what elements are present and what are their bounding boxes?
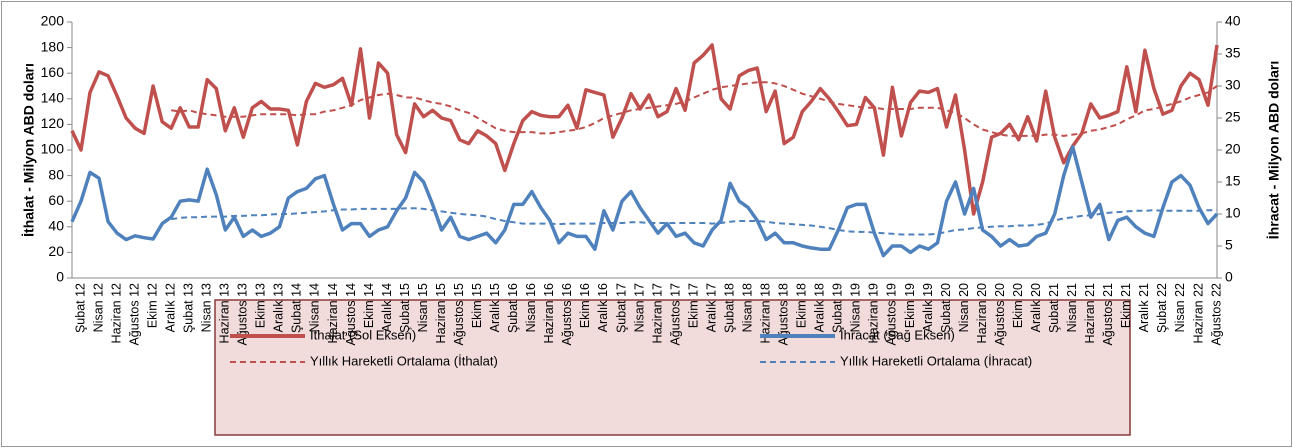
x-tick-label: Ekim 13 [254, 283, 268, 328]
x-tick-label: Nisan 13 [200, 283, 214, 332]
y-tick-label: 140 [41, 90, 65, 106]
x-tick-label: Haziran 15 [434, 283, 448, 343]
x-tick-label: Şubat 12 [73, 283, 87, 333]
x-tick-label: Aralık 16 [596, 283, 610, 332]
moving-average-line [171, 81, 1218, 137]
x-tick-label: Haziran 14 [326, 283, 340, 343]
y-axis-label: İthalat - Milyon ABD doları [21, 63, 37, 237]
y2-tick-label: 20 [1225, 141, 1241, 157]
x-tick-label: Nisan 22 [1173, 283, 1187, 332]
x-tick-label: Şubat 17 [614, 283, 628, 333]
x-tick-label: Ağustos 19 [885, 283, 899, 346]
y-tick-label: 100 [41, 141, 65, 157]
x-tick-label: Nisan 18 [740, 283, 754, 332]
x-tick-label: Ağustos 15 [452, 283, 466, 346]
x-tick-label: Aralık 20 [1029, 283, 1043, 332]
x-tick-label: Aralık 21 [1137, 283, 1151, 332]
x-tick-label: Nisan 15 [416, 283, 430, 332]
y2-tick-label: 25 [1225, 109, 1241, 125]
x-tick-label: Şubat 18 [722, 283, 736, 333]
x-tick-label: Aralık 17 [704, 283, 718, 332]
x-tick-label: Şubat 19 [831, 283, 845, 333]
x-tick-label: Nisan 16 [524, 283, 538, 332]
x-tick-label: Ağustos 13 [236, 283, 250, 346]
x-tick-label: Şubat 16 [506, 283, 520, 333]
y2-tick-label: 0 [1225, 269, 1233, 285]
y2-tick-label: 5 [1225, 237, 1233, 253]
legend-label: Yıllık Hareketli Ortalama (İthalat) [310, 353, 498, 368]
x-tick-label: Ağustos 21 [1101, 283, 1115, 346]
x-tick-label: Şubat 20 [939, 283, 953, 333]
series-line [70, 145, 1219, 258]
x-tick-label: Nisan 19 [849, 283, 863, 332]
x-tick-label: Ekim 21 [1119, 283, 1133, 328]
y-tick-label: 180 [41, 38, 65, 54]
x-tick-label: Nisan 21 [1065, 283, 1079, 332]
x-tick-label: Aralık 13 [272, 283, 286, 332]
x-tick-label: Ağustos 16 [560, 283, 574, 346]
legend-label: Yıllık Hareketli Ortalama (İhracat) [840, 353, 1032, 368]
y-tick-label: 200 [41, 13, 65, 29]
x-tick-label: Nisan 14 [308, 283, 322, 332]
y2-tick-label: 40 [1225, 13, 1241, 29]
x-tick-label: Şubat 22 [1155, 283, 1169, 333]
x-tick-label: Nisan 17 [632, 283, 646, 332]
x-tick-label: Aralık 14 [380, 283, 394, 332]
x-tick-label: Ekim 20 [1011, 283, 1025, 328]
x-tick-label: Ağustos 22 [1209, 283, 1223, 346]
x-tick-label: Şubat 14 [290, 283, 304, 333]
x-tick-label: Şubat 15 [398, 283, 412, 333]
legend-label: İthalat (Sol Eksen) [310, 327, 416, 342]
y2-tick-label: 10 [1225, 205, 1241, 221]
x-tick-label: Haziran 20 [975, 283, 989, 343]
y2-tick-label: 30 [1225, 77, 1241, 93]
x-tick-label: Ağustos 17 [668, 283, 682, 346]
y-tick-label: 0 [56, 269, 64, 285]
y-tick-label: 60 [48, 192, 64, 208]
series-line [70, 43, 1219, 216]
y-tick-label: 80 [48, 166, 64, 182]
x-tick-label: Aralık 15 [488, 283, 502, 332]
x-tick-label: Ekim 12 [145, 283, 159, 328]
x-tick-label: Haziran 16 [542, 283, 556, 343]
x-tick-label: Ağustos 14 [344, 283, 358, 346]
x-tick-label: Ekim 15 [470, 283, 484, 328]
x-tick-label: Aralık 18 [813, 283, 827, 332]
x-tick-label: Ağustos 12 [127, 283, 141, 346]
x-tick-label: Haziran 22 [1191, 283, 1205, 343]
x-tick-label: Haziran 13 [218, 283, 232, 343]
x-tick-label: Nisan 20 [957, 283, 971, 332]
x-tick-label: Haziran 18 [759, 283, 773, 343]
y2-axis-label: İhracat - Milyon ABD doları [1266, 61, 1282, 239]
x-tick-label: Ekim 14 [362, 283, 376, 328]
y-tick-label: 20 [48, 243, 64, 259]
x-tick-label: Ekim 17 [686, 283, 700, 328]
y2-tick-label: 15 [1225, 173, 1241, 189]
y-tick-label: 40 [48, 218, 64, 234]
x-tick-label: Şubat 13 [182, 283, 196, 333]
y2-tick-label: 35 [1225, 45, 1241, 61]
x-tick-label: Haziran 19 [867, 283, 881, 343]
x-tick-label: Haziran 21 [1083, 283, 1097, 343]
x-tick-label: Haziran 12 [109, 283, 123, 343]
x-tick-label: Aralık 19 [921, 283, 935, 332]
y-tick-label: 120 [41, 115, 65, 131]
x-tick-label: Şubat 21 [1047, 283, 1061, 333]
x-tick-label: Ağustos 18 [777, 283, 791, 346]
x-tick-label: Ekim 18 [795, 283, 809, 328]
moving-average-line [171, 207, 1217, 236]
x-tick-label: Ağustos 20 [993, 283, 1007, 346]
x-tick-label: Ekim 19 [903, 283, 917, 328]
x-tick-label: Haziran 17 [650, 283, 664, 343]
legend-label: İhracat (Sağ Eksen) [840, 327, 955, 342]
y-tick-label: 160 [41, 64, 65, 80]
x-tick-label: Nisan 12 [91, 283, 105, 332]
legend-box [214, 299, 1131, 436]
x-tick-label: Ekim 16 [578, 283, 592, 328]
x-tick-label: Aralık 12 [163, 283, 177, 332]
